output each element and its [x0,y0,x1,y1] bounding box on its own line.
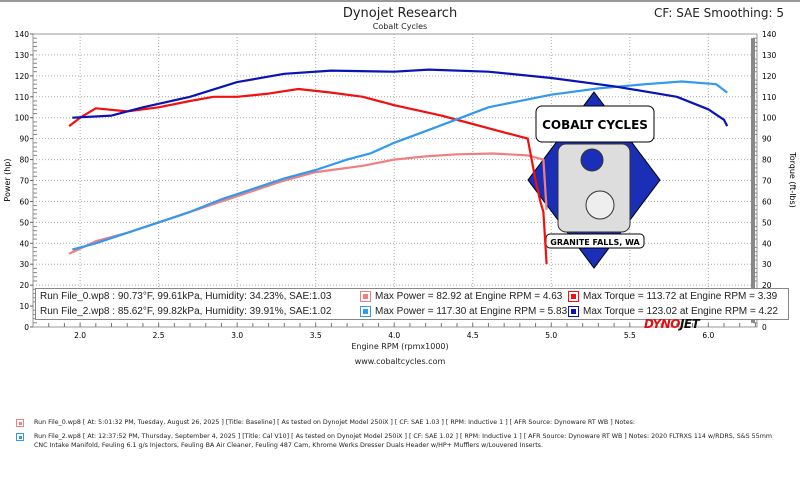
run0-notes: Run File_0.wp8 [ At: 5:01:32 PM, Tuesday… [34,419,636,426]
legend-row-run0: Run File_0.wp8 : 90.73°F, 99.61kPa, Humi… [40,289,331,304]
max-torque: Max Torque = 123.02 at Engine RPM = 4.22 [583,306,778,317]
y-tick-label: 70 [19,177,29,186]
max-power: Max Power = 117.30 at Engine RPM = 5.83 [375,306,568,317]
series-line-2 [72,80,728,251]
y2-tick-label: 130 [762,51,777,60]
correction-factor: CF: SAE Smoothing: 5 [653,6,784,20]
logo-top-text: COBALT CYCLES [542,118,648,132]
footer-url: www.cobaltcycles.com [354,357,446,366]
y-tick-label: 0 [24,323,29,332]
series-line-3 [72,68,729,127]
chart-subtitle: Cobalt Cycles [372,22,428,31]
run-name: Run File_2.wp8 [40,306,110,317]
x-tick-label: 2.5 [153,331,165,340]
x-tick-label: 4.0 [388,331,400,340]
x-tick-label: 3.0 [231,331,243,340]
logo-engine-emblem [580,148,604,172]
y2-tick-label: 70 [762,177,772,186]
y-tick-label: 40 [19,239,29,248]
logo-banner [535,105,655,143]
scrollbar [751,38,755,323]
legend-row-run2: Run File_2.wp8 : 85.62°F, 99.82kPa, Humi… [40,304,331,319]
y-axis-label: Power (hp) [3,158,12,201]
run-conditions: : 85.62°F, 99.82kPa, Humidity: 39.91%, S… [109,306,332,317]
y-tick-label: 90 [19,135,29,144]
series-line-1 [68,87,548,265]
y2-tick-label: 30 [762,260,772,269]
x-tick-label: 6.0 [702,331,714,340]
x-tick-label: 3.5 [310,331,322,340]
y-tick-label: 60 [19,197,29,206]
y-tick-label: 10 [19,302,29,311]
y-tick-label: 100 [15,114,30,123]
chart-title: Dynojet Research [342,6,458,21]
y-tick-label: 80 [19,156,29,165]
dynojet-logo: DYNOJET [644,317,700,331]
y2-tick-label: 110 [762,93,777,102]
run-conditions: : 90.73°F, 99.61kPa, Humidity: 34.23%, S… [109,291,332,302]
y2-tick-label: 80 [762,156,772,165]
y2-tick-label: 0 [762,323,767,332]
cobalt-cycles-logo: COBALT CYCLES GRANITE FALLS, WA [527,91,661,269]
logo-engine-cover [585,190,615,220]
x-tick-label: 5.5 [624,331,636,340]
power-swatch-icon [360,291,371,302]
max-power: Max Power = 82.92 at Engine RPM = 4.63 [375,291,563,302]
run2-notes: Run File_2.wp8 [ At: 12:37:52 PM, Thursd… [34,433,772,449]
x-axis-label: Engine RPM (rpmx1000) [351,342,449,351]
y-tick-label: 20 [19,281,29,290]
x-tick-label: 5.0 [545,331,557,340]
y2-tick-label: 20 [762,281,772,290]
y-tick-label: 50 [19,218,29,227]
y-tick-label: 110 [15,93,30,102]
legend: Run File_0.wp8 : 90.73°F, 99.61kPa, Humi… [35,288,789,320]
y2-tick-label: 40 [762,239,772,248]
y2-axis-label: Torque (ft-lbs) [788,151,797,208]
y-tick-label: 120 [15,72,30,81]
torque-swatch-icon [568,306,579,317]
power-swatch-icon [360,306,371,317]
y2-tick-label: 90 [762,135,772,144]
y-tick-label: 30 [19,260,29,269]
run2-swatch-icon [16,433,24,441]
torque-swatch-icon [568,291,579,302]
top-border [0,0,800,2]
y2-tick-label: 60 [762,197,772,206]
y2-tick-label: 140 [762,30,777,39]
y2-tick-label: 120 [762,72,777,81]
max-torque: Max Torque = 113.72 at Engine RPM = 3.39 [583,291,778,302]
run0-swatch-icon [16,419,24,427]
x-tick-label: 4.5 [467,331,479,340]
run-name: Run File_0.wp8 [40,291,110,302]
y2-tick-label: 50 [762,218,772,227]
y-tick-label: 130 [15,51,30,60]
y-tick-label: 140 [15,30,30,39]
logo-bottom-text: GRANITE FALLS, WA [550,238,640,247]
x-tick-label: 2.0 [74,331,86,340]
y2-tick-label: 100 [762,114,777,123]
